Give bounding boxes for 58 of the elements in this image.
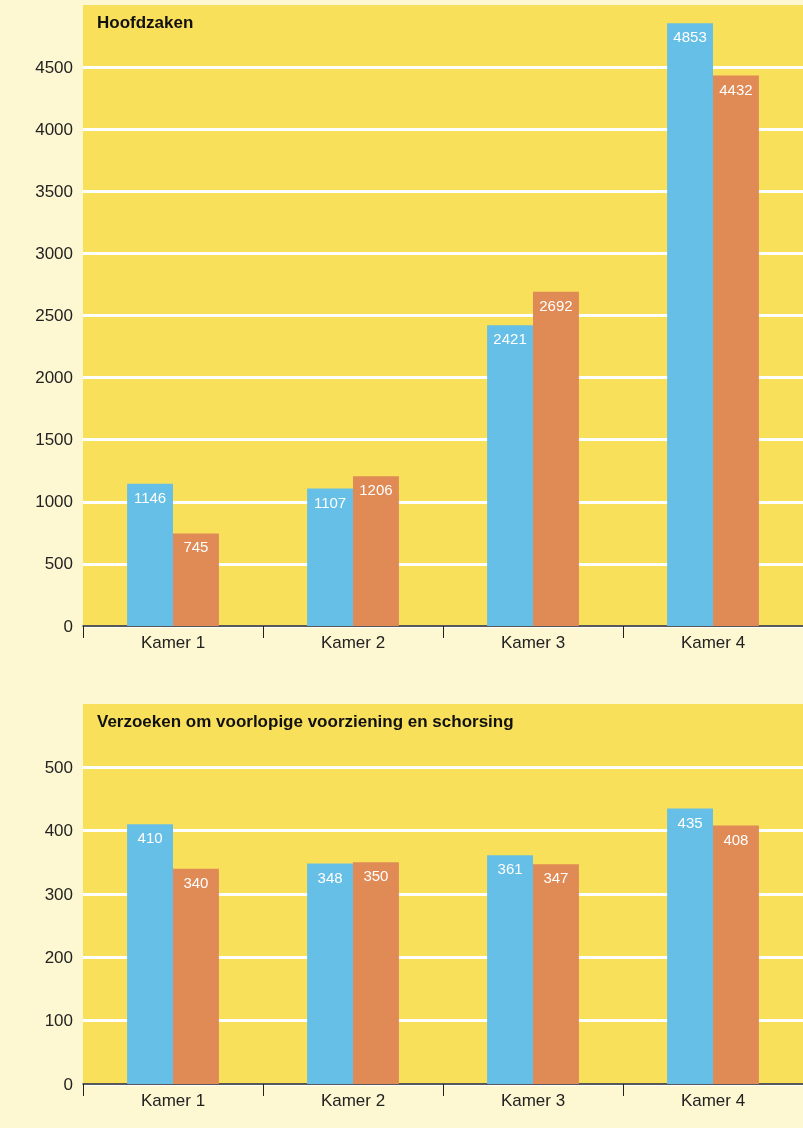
bar [127, 483, 173, 626]
data-label: 435 [677, 813, 703, 831]
y-tick-label: 400 [44, 821, 73, 841]
y-tick-label: 4000 [35, 119, 73, 139]
y-tick-label: 0 [63, 1074, 73, 1094]
x-tick-label: Kamer 4 [680, 633, 746, 652]
y-tick-label: 500 [44, 554, 73, 574]
x-tick-label: Kamer 3 [500, 1091, 566, 1110]
data-label: 2692 [539, 296, 573, 314]
data-label: 1107 [313, 493, 347, 511]
data-label: 4432 [719, 80, 753, 98]
y-tick-label: 2500 [35, 306, 73, 325]
y-tick-label: 3500 [35, 181, 73, 201]
bar [173, 533, 219, 626]
data-label: 340 [183, 873, 209, 891]
x-tick-label: Kamer 1 [140, 633, 206, 652]
data-label: 2421 [493, 330, 527, 348]
data-label: 4853 [673, 28, 707, 46]
bar [667, 808, 713, 1084]
bar [533, 291, 579, 626]
x-tick-label: Kamer 2 [320, 633, 386, 652]
y-tick-label: 1000 [35, 492, 73, 512]
y-tick-label: 100 [44, 1011, 73, 1031]
data-label: 410 [137, 829, 163, 847]
text: Verzoeken om voorlopige voorziening en schorsing [97, 712, 514, 731]
bar [173, 868, 219, 1084]
data-label: 745 [183, 538, 209, 556]
y-tick-label: 200 [44, 947, 73, 967]
data-label: 408 [723, 830, 749, 848]
bar [307, 488, 353, 626]
bar [487, 855, 533, 1084]
y-tick-label: 0 [63, 616, 73, 636]
bar [353, 862, 399, 1084]
bar [307, 863, 353, 1084]
data-label: 1206 [359, 481, 393, 499]
x-tick-label: Kamer 4 [680, 1091, 746, 1110]
data-label: 350 [363, 867, 389, 885]
y-tick-label: 4500 [35, 57, 73, 77]
bar [713, 75, 759, 626]
bar [713, 825, 759, 1084]
text: Hoofdzaken [97, 13, 194, 32]
bar [353, 476, 399, 626]
data-label: 347 [543, 869, 569, 887]
bar [487, 325, 533, 626]
y-tick-label: 300 [44, 884, 73, 904]
x-tick-label: Kamer 3 [500, 633, 566, 652]
data-label: 1146 [133, 488, 167, 506]
x-tick-label: Kamer 1 [140, 1091, 206, 1110]
y-tick-label: 1500 [35, 430, 73, 450]
bar [667, 23, 713, 626]
data-label: 361 [497, 860, 523, 878]
y-tick-label: 3000 [35, 243, 73, 263]
data-label: 348 [317, 868, 343, 886]
x-tick-label: Kamer 2 [320, 1091, 386, 1110]
bar [533, 864, 579, 1084]
y-tick-label: 2000 [35, 368, 73, 388]
y-tick-label: 500 [44, 757, 73, 777]
bar [127, 824, 173, 1084]
